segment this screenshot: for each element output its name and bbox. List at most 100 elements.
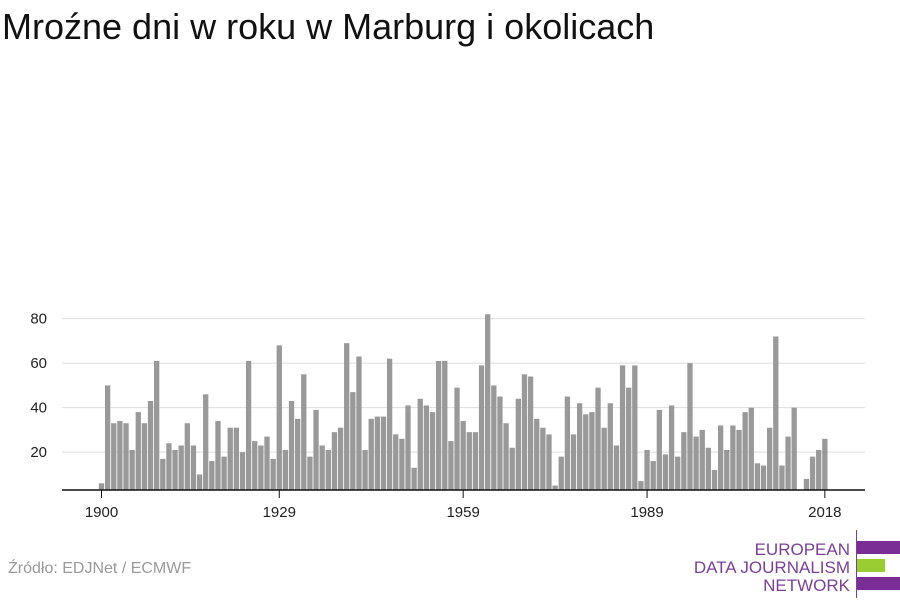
bar-1926 (258, 445, 264, 490)
logo-text-line-2: DATA JOURNALISM (693, 558, 850, 577)
bar-1965 (497, 396, 503, 490)
bar-1923 (239, 452, 246, 490)
bar-1988 (638, 481, 644, 490)
bar-1912 (172, 449, 178, 490)
y-tick-label-40: 40 (30, 400, 47, 417)
bar-1954 (429, 412, 436, 491)
x-axis-ticks: 1900 1929 1959 1989 2018 (85, 490, 842, 521)
bar-1967 (509, 447, 515, 490)
bar-1984 (613, 445, 620, 490)
bar-1933 (301, 374, 307, 490)
bar-2017 (816, 449, 822, 490)
bar-1979 (583, 414, 589, 490)
bar-1924 (245, 360, 252, 490)
bar-1977 (570, 434, 577, 491)
bar-1998 (699, 429, 705, 490)
x-tick-label-1929: 1929 (263, 504, 296, 521)
bar-1915 (190, 445, 197, 490)
bar-2015 (803, 478, 810, 491)
bar-1956 (442, 360, 448, 490)
bar-1900 (98, 483, 105, 490)
bar-1983 (607, 403, 613, 490)
bar-2009 (767, 427, 773, 490)
bar-1963 (485, 314, 491, 490)
bars (98, 314, 828, 491)
bar-2011 (779, 465, 785, 490)
bar-1938 (331, 432, 338, 490)
bar-1989 (644, 449, 650, 490)
bar-1974 (552, 485, 558, 490)
bar-1962 (478, 365, 485, 490)
bar-2005 (742, 412, 748, 491)
bar-1920 (221, 456, 227, 491)
bar-1992 (662, 454, 669, 490)
bar-1939 (337, 427, 344, 490)
bar-1940 (344, 343, 350, 490)
bar-1950 (405, 405, 411, 490)
bar-1935 (313, 409, 319, 490)
bar-1941 (350, 392, 356, 490)
bar-1980 (589, 412, 595, 491)
bar-1937 (325, 449, 331, 490)
bar-1917 (203, 394, 209, 490)
logo-divider (856, 530, 857, 598)
bar-1953 (423, 405, 430, 490)
bar-1910 (160, 458, 166, 490)
bar-1958 (454, 387, 460, 490)
bar-1969 (521, 374, 528, 490)
bar-1993 (668, 405, 675, 490)
x-tick-label-2018: 2018 (808, 504, 841, 521)
bar-1916 (196, 474, 203, 490)
bar-1922 (233, 427, 240, 490)
bar-1966 (503, 423, 509, 490)
bar-1976 (564, 396, 571, 490)
bar-1952 (417, 398, 423, 490)
bar-1930 (282, 449, 289, 490)
bar-1913 (178, 445, 184, 490)
bar-1901 (104, 385, 111, 490)
logo-text-line-1: EUROPEAN (754, 540, 850, 559)
bar-1959 (460, 421, 466, 490)
bar-2016 (809, 456, 816, 491)
bar-1909 (154, 360, 160, 490)
y-tick-label-80: 80 (30, 311, 47, 328)
bar-1925 (252, 441, 258, 490)
bar-1932 (295, 418, 301, 490)
bar-1947 (386, 358, 393, 490)
bar-1972 (540, 427, 546, 490)
bar-2013 (791, 407, 797, 490)
x-tick-label-1989: 1989 (630, 504, 663, 521)
bar-1919 (215, 421, 221, 490)
bar-2001 (717, 425, 724, 490)
bar-1991 (656, 409, 662, 490)
bar-2002 (724, 449, 730, 490)
x-tick-label-1959: 1959 (446, 504, 479, 521)
bar-1955 (436, 360, 442, 490)
source-note: Źródło: EDJNet / ECMWF (8, 560, 192, 577)
bar-1945 (374, 416, 380, 490)
bar-1904 (123, 423, 129, 490)
bar-1936 (319, 445, 325, 490)
bar-1975 (558, 456, 564, 491)
bar-2008 (760, 465, 767, 490)
bar-2003 (730, 425, 736, 490)
bar-1971 (534, 418, 540, 490)
bar-1902 (111, 423, 117, 490)
logo-bar-1 (857, 541, 900, 554)
bar-1944 (368, 418, 374, 490)
bar-1928 (270, 458, 276, 490)
bar-2000 (711, 469, 718, 490)
bar-2018 (822, 438, 828, 490)
bar-2012 (785, 436, 791, 490)
bar-1905 (129, 449, 135, 490)
bar-1964 (491, 385, 497, 490)
bar-1986 (626, 387, 632, 490)
bar-2004 (736, 429, 742, 490)
bar-1987 (632, 365, 638, 490)
bar-1911 (166, 443, 172, 490)
bar-1948 (393, 434, 399, 491)
bar-1973 (546, 434, 552, 491)
bar-1970 (527, 376, 534, 490)
bar-1951 (411, 467, 417, 490)
